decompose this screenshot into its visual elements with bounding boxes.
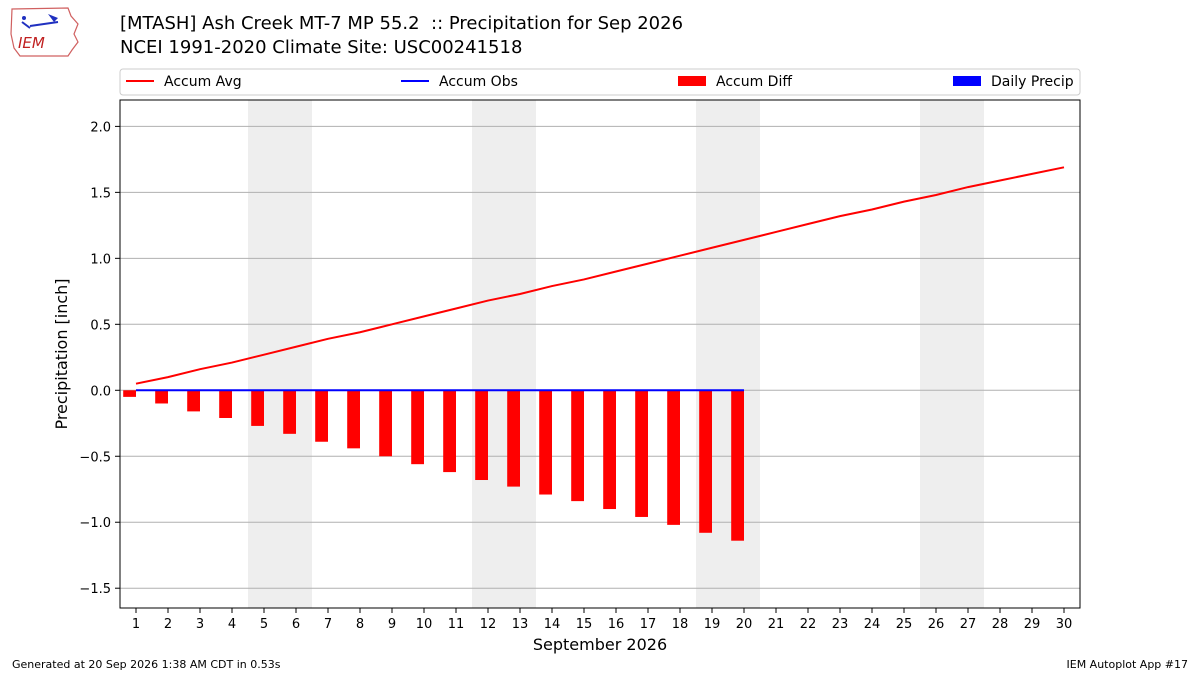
accum-diff-bar [571,390,584,502]
x-tick-label: 13 [512,617,529,632]
iem-logo: IEM [8,4,82,60]
accum-diff-bar [699,390,712,533]
app-label: IEM Autoplot App #17 [1066,658,1189,671]
x-tick-label: 7 [324,617,332,632]
accum-diff-bar [539,390,552,495]
x-tick-label: 20 [736,617,753,632]
accum-diff-bar [667,390,680,525]
legend-label: Accum Diff [716,74,792,90]
accum-avg-line [135,166,1065,385]
chart-subtitle: NCEI 1991-2020 Climate Site: USC00241518 [120,37,523,58]
x-tick-label: 19 [704,617,721,632]
x-tick-label: 23 [832,617,849,632]
x-tick-label: 9 [388,617,396,632]
x-tick-label: 10 [416,617,433,632]
accum-diff-bar [187,390,200,412]
accum-diff-bar [347,390,360,449]
accum-diff-bar [475,390,488,481]
x-tick-label: 12 [480,617,497,632]
x-tick-label: 27 [960,617,977,632]
x-tick-label: 5 [260,617,268,632]
legend-box [119,68,1081,96]
x-tick-label: 30 [1056,617,1073,632]
x-tick-label: 24 [864,617,881,632]
x-tick-label: 28 [992,617,1009,632]
x-tick-label: 15 [576,617,593,632]
x-tick-label: 22 [800,617,817,632]
x-tick-label: 17 [640,617,657,632]
x-tick-label: 18 [672,617,689,632]
accum-diff-bar [731,390,744,541]
y-tick-label: −0.5 [79,450,111,465]
generated-timestamp: Generated at 20 Sep 2026 1:38 AM CDT in … [12,658,281,671]
y-tick-label: 1.0 [90,252,111,267]
weekend-shade [504,100,536,608]
x-tick-label: 14 [544,617,561,632]
plot-area: −1.5−1.0−0.50.00.51.01.52.01 2 3 4 5 6 7 8 9 10 11… [79,99,1081,632]
accum-diff-bar [283,390,296,434]
iem-logo-text: IEM [18,34,45,52]
legend-label: Daily Precip [991,74,1074,90]
y-axis-label: Precipitation [inch] [52,278,71,429]
x-tick-label: 11 [448,617,465,632]
weekend-shade [280,100,312,608]
x-tick-label: 4 [228,617,236,632]
accum-diff-bar [443,390,456,473]
accum-diff-bar [507,390,520,487]
x-tick-label: 2 [164,617,172,632]
y-tick-label: 2.0 [90,120,111,135]
legend-swatch [953,76,981,86]
accum-diff-bar [251,390,264,426]
accum-diff-bar [411,390,424,465]
x-tick-label: 21 [768,617,785,632]
chart-title: [MTASH] Ash Creek MT-7 MP 55.2 :: Precip… [120,13,684,34]
y-tick-label: 1.5 [90,186,111,201]
y-tick-label: 0.0 [90,384,111,399]
legend-label: Accum Obs [439,74,518,90]
weekend-shade [920,100,952,608]
y-tick-label: −1.5 [79,582,111,597]
accum-diff-bar [603,390,616,510]
accum-diff-bar [379,390,392,457]
accum-diff-bar [155,390,168,404]
y-tick-label: −1.0 [79,516,111,531]
legend-label: Accum Avg [164,74,242,90]
x-tick-label: 25 [896,617,913,632]
x-axis-label: September 2026 [533,635,667,654]
x-tick-label: 16 [608,617,625,632]
x-tick-label: 8 [356,617,364,632]
accum-diff-bar [635,390,648,517]
accum-diff-bar [219,390,232,418]
x-tick-label: 6 [292,617,300,632]
legend: Accum Avg Accum Obs Accum Diff Daily Precip [119,68,1081,96]
accum-diff-bar [123,390,136,397]
x-tick-label: 3 [196,617,204,632]
legend-swatch [678,76,706,86]
x-tick-label: 29 [1024,617,1041,632]
y-tick-label: 0.5 [90,318,111,333]
x-tick-label: 26 [928,617,945,632]
weekend-shade [952,100,984,608]
plot-frame [119,99,1081,609]
x-tick-label: 1 [132,617,140,632]
weekend-shade [472,100,504,608]
accum-diff-bar [315,390,328,442]
